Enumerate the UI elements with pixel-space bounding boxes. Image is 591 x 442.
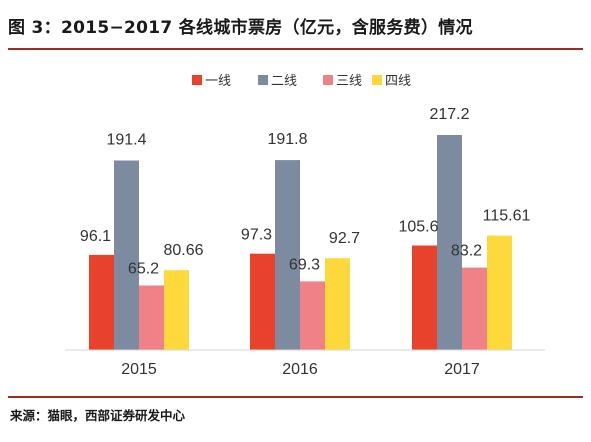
bar	[275, 160, 300, 350]
bar	[325, 258, 350, 350]
title-divider	[8, 48, 583, 50]
bar	[250, 253, 275, 350]
bar	[487, 235, 512, 350]
data-label: 80.66	[163, 242, 203, 259]
x-tick-label: 2017	[444, 361, 480, 378]
data-labels: 96.1 191.4 65.280.66 97.3 191.8 69.3 92.7 105.6…	[80, 106, 531, 278]
bar	[412, 245, 437, 350]
bar	[89, 254, 114, 350]
x-tick-label: 2016	[282, 361, 318, 378]
data-label: 217.2	[429, 106, 469, 123]
legend-label: 四线	[385, 74, 411, 89]
legend-swatch	[372, 75, 382, 85]
bar	[437, 135, 462, 350]
bar	[300, 281, 325, 350]
data-label: 83.2	[451, 243, 482, 260]
chart-legend: 一线 二线 三线 四线	[192, 74, 411, 89]
legend-swatch	[192, 75, 202, 85]
bar	[114, 160, 139, 350]
chart-bars	[89, 135, 512, 350]
legend-label: 一线	[205, 74, 231, 89]
data-label: 92.7	[329, 230, 360, 247]
data-label: 65.2	[128, 261, 159, 278]
source-divider	[8, 396, 583, 398]
data-label: 105.6	[398, 219, 438, 236]
bar	[139, 285, 164, 350]
data-label: 191.8	[267, 131, 307, 148]
data-label: 96.1	[80, 228, 111, 245]
x-tick-label: 2015	[121, 361, 157, 378]
legend-label: 二线	[271, 74, 297, 89]
source-note: 来源：猫眼，西部证券研发中心	[10, 408, 186, 423]
legend-swatch	[258, 75, 268, 85]
data-label: 69.3	[289, 256, 320, 273]
chart-title: 图 3：2015−2017 各线城市票房（亿元，含服务费）情况	[8, 18, 473, 38]
data-label: 97.3	[241, 227, 272, 244]
bar	[462, 267, 487, 350]
data-label: 115.61	[483, 208, 531, 225]
data-label: 191.4	[106, 132, 146, 149]
legend-label: 三线	[336, 74, 362, 89]
x-axis-tick-labels: 2015 2016 2017	[121, 361, 480, 378]
bar	[164, 270, 189, 350]
legend-swatch	[323, 75, 333, 85]
